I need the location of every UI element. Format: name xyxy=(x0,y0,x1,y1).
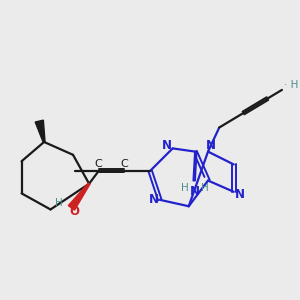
Text: H: H xyxy=(55,198,63,208)
Polygon shape xyxy=(68,183,90,210)
Text: N: N xyxy=(235,188,245,201)
Text: C: C xyxy=(95,159,103,169)
Text: N: N xyxy=(206,139,216,152)
Text: H: H xyxy=(181,183,188,193)
Text: C: C xyxy=(121,159,128,169)
Text: N: N xyxy=(190,184,200,198)
Text: N: N xyxy=(148,193,158,206)
Text: · H: · H xyxy=(284,80,298,90)
Text: N: N xyxy=(162,139,172,152)
Text: O: O xyxy=(70,205,80,218)
Polygon shape xyxy=(35,120,45,142)
Text: H: H xyxy=(201,183,209,193)
